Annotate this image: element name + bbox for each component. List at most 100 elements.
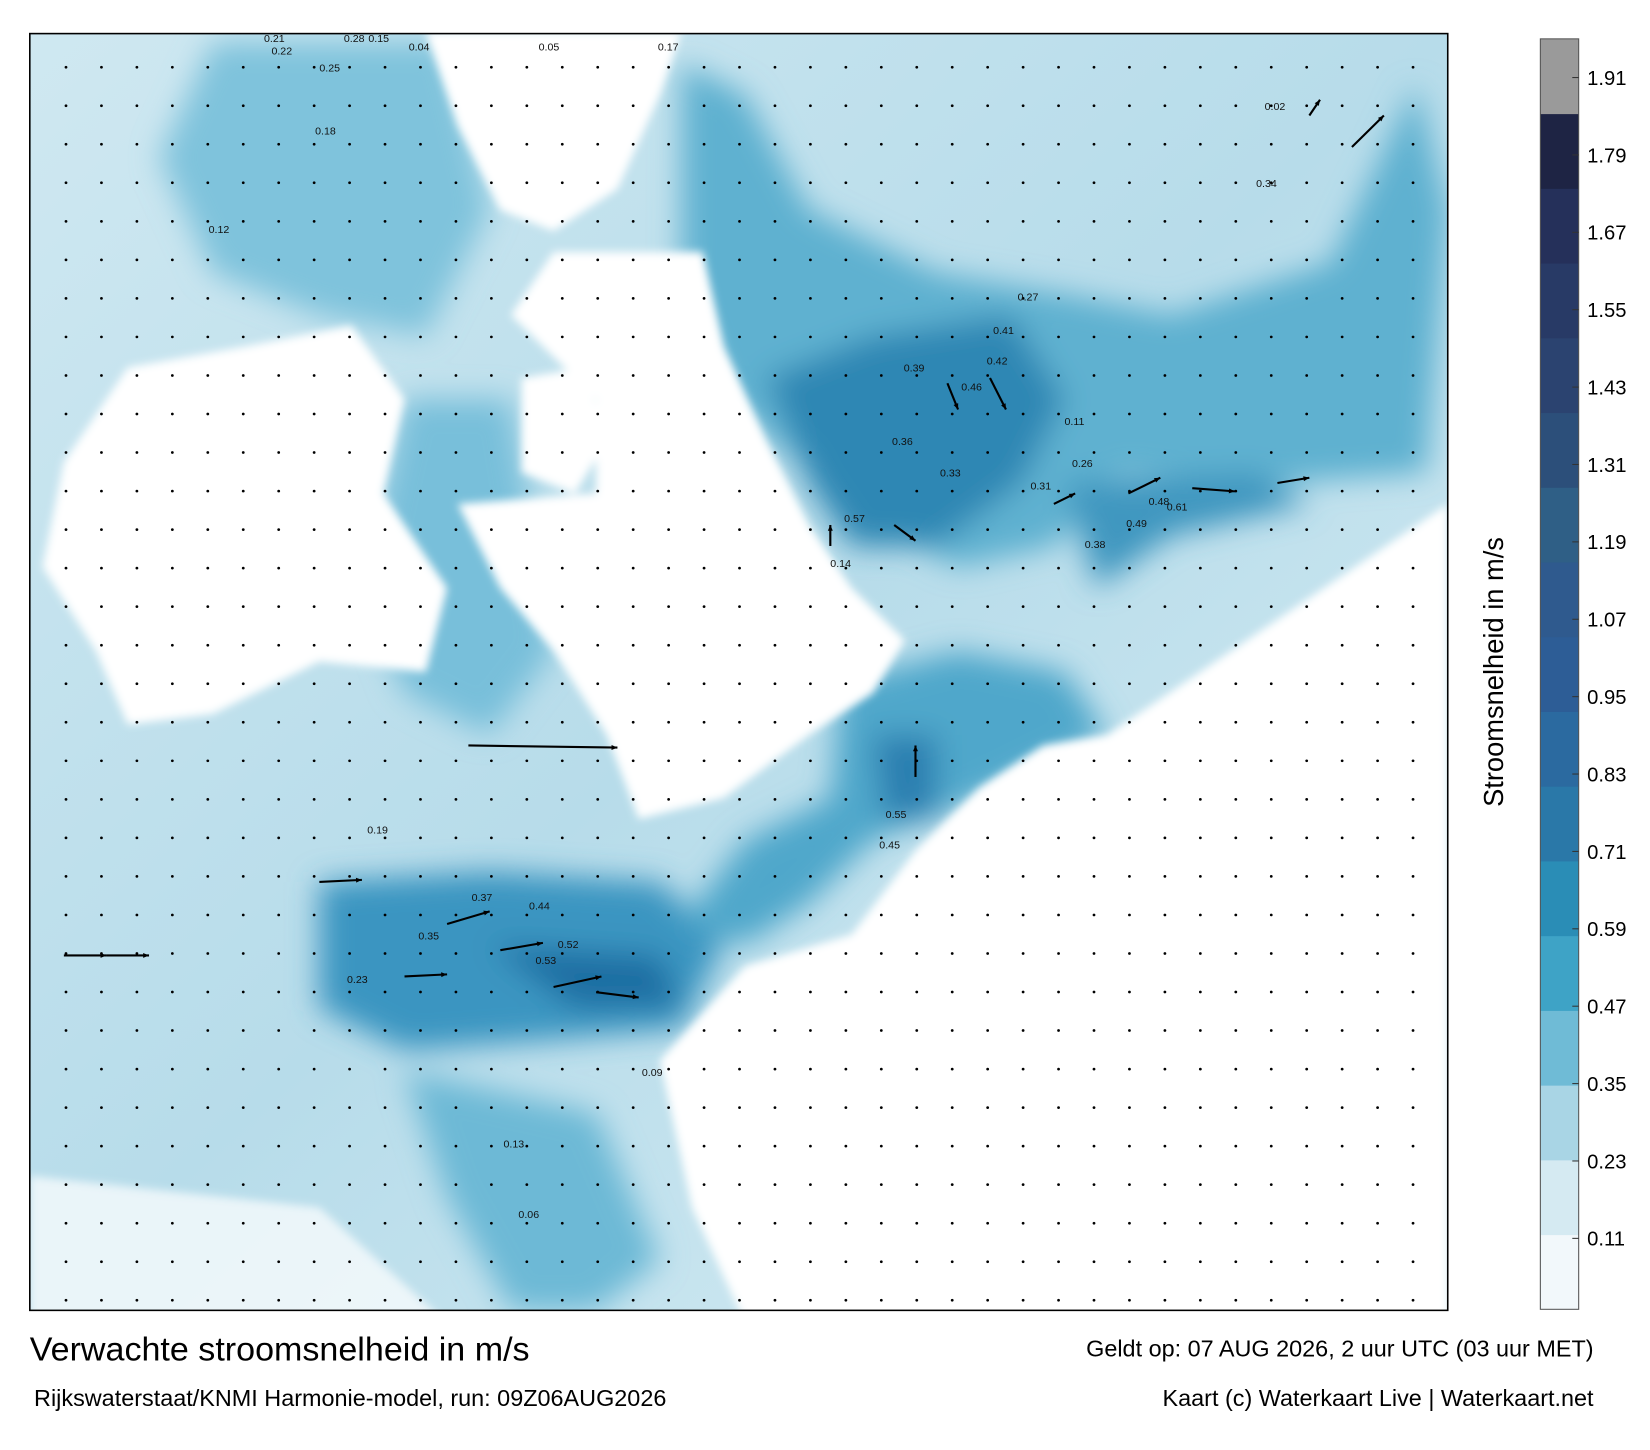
vector-dot (419, 759, 422, 763)
vector-dot (879, 759, 883, 763)
valid-time: Geldt op: 07 AUG 2026, 2 uur UTC (03 uur… (1086, 1336, 1593, 1362)
vector-dot (560, 1260, 564, 1264)
vector-dot (773, 489, 777, 493)
vector-dot (986, 297, 990, 300)
vector-dot (100, 297, 103, 300)
vector-grid (63, 65, 1415, 1302)
vector-dot (986, 181, 990, 185)
vector-dot (738, 682, 741, 686)
vector-dot (206, 990, 210, 994)
vector-dot (383, 258, 387, 262)
vector-dot (1376, 720, 1379, 724)
vector-dot (64, 181, 68, 185)
vector-dot (596, 836, 600, 840)
vector-dot (1128, 142, 1131, 146)
vector-dot (348, 682, 351, 686)
vector-dot (277, 104, 281, 108)
vector-dot (312, 1298, 316, 1302)
vector-arrow-head (1001, 403, 1006, 410)
vector-dot (1057, 489, 1060, 493)
vector-arrow-head (355, 877, 362, 883)
vector-dot (383, 1067, 387, 1071)
vector-dot (631, 528, 635, 531)
vector-dot (454, 451, 458, 454)
vector-dot (809, 489, 812, 493)
vector-dot (773, 720, 777, 724)
vector-dot (241, 489, 245, 493)
vector-dot (419, 720, 422, 724)
vector-dot (489, 65, 493, 69)
vector-dot (170, 720, 174, 724)
vector-dot (206, 643, 210, 647)
vector-dot (1021, 1067, 1025, 1071)
colorbar-tick-label: 1.55 (1587, 300, 1626, 322)
vector-dot (1092, 1260, 1096, 1264)
vector-dot (879, 451, 883, 454)
vector-arrow (1127, 476, 1161, 495)
vector-dot (950, 142, 954, 146)
vector-dot (809, 528, 812, 531)
vector-dot (667, 1029, 671, 1032)
vector-dot (738, 1144, 741, 1148)
vector-dot (667, 566, 671, 570)
vector-dot (525, 65, 529, 69)
vector-dot (1234, 875, 1238, 878)
vector-dot (170, 952, 174, 955)
vector-dot (348, 258, 351, 262)
vector-dot (986, 528, 990, 531)
vector-dot (915, 836, 919, 840)
vector-dot (489, 836, 493, 840)
vector-dot (206, 451, 210, 454)
vector-dot (1021, 412, 1025, 416)
vector-dot (560, 489, 564, 493)
vector-dot (631, 566, 635, 570)
speed-label: 0.37 (472, 892, 493, 904)
speed-label: 0.42 (987, 355, 1008, 367)
vector-dot (631, 1183, 635, 1187)
vector-dot (241, 759, 245, 763)
colorbar-band (1540, 263, 1579, 339)
vector-dot (170, 181, 174, 185)
vector-dot (844, 258, 848, 262)
colorbar: 0.11 0.23 0.35 0.47 0.59 0.71 0.83 0.95 1.07 1.19… (1539, 38, 1627, 1310)
vector-dot (241, 605, 245, 609)
vector-dot (631, 297, 635, 300)
vector-dot (596, 142, 600, 146)
vector-dot (1234, 219, 1238, 223)
colorbar-tick-label: 0.95 (1587, 687, 1626, 709)
vector-dot (312, 759, 316, 763)
vector-dot (1411, 451, 1415, 454)
vector-dot (667, 1144, 671, 1148)
vector-dot (915, 142, 919, 146)
vector-dot (702, 65, 706, 69)
vector-dot (1021, 1029, 1025, 1032)
vector-dot (596, 759, 600, 763)
vector-dot (667, 605, 671, 609)
vector-dot (1376, 1260, 1379, 1264)
vector-dot (1163, 1144, 1167, 1148)
vector-dot (206, 566, 210, 570)
vector-dot (1092, 104, 1096, 108)
vector-dot (1198, 720, 1202, 724)
vector-dot (454, 759, 458, 763)
vector-dot (1411, 836, 1415, 840)
vector-dot (702, 258, 706, 262)
vector-arrow-head (1377, 115, 1384, 122)
vector-dot (525, 913, 529, 917)
vector-dot (525, 104, 529, 108)
currents (159, 41, 1448, 1311)
vector-dot (1128, 836, 1131, 840)
vector-dot (596, 720, 600, 724)
vector-dot (844, 1144, 848, 1148)
vector-dot (1269, 451, 1273, 454)
vector-dot (348, 451, 351, 454)
vector-dot (383, 605, 387, 609)
vector-arrow (500, 941, 544, 952)
vector-dot (277, 412, 281, 416)
vector-dot (915, 219, 919, 223)
vector-dot (419, 1221, 422, 1225)
speed-label: 0.33 (940, 468, 961, 480)
vector-dot (206, 1067, 210, 1071)
vector-dot (1340, 682, 1344, 686)
vector-dot (560, 1029, 564, 1032)
